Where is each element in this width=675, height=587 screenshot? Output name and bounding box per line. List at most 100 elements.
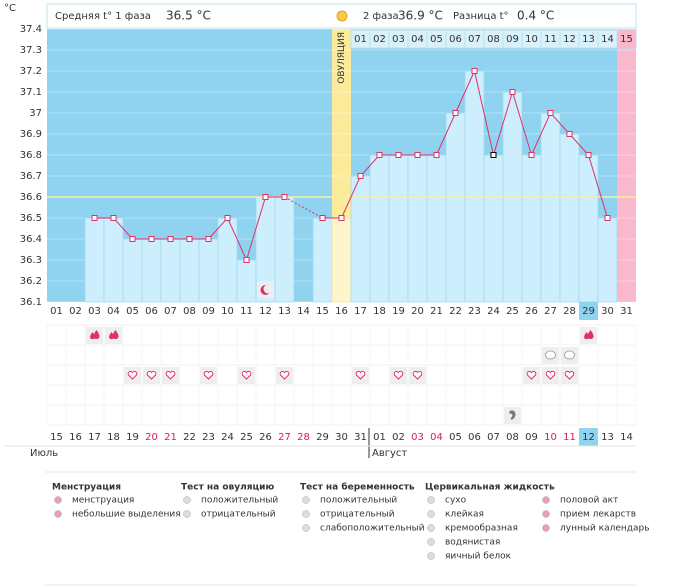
temperature-marker [148, 236, 155, 242]
heart-icon [127, 370, 138, 380]
cycle-day-label: 25 [506, 306, 519, 317]
temperature-bar [331, 217, 352, 303]
legend-title: Тест на беременность [300, 482, 415, 493]
legend-item: половой акт [560, 496, 618, 506]
calendar-date: 25 [240, 432, 253, 443]
legend-item: водянистая [445, 538, 500, 548]
unit-label: °C [4, 3, 16, 14]
cycle-day-label: 29 [582, 306, 595, 317]
calendar-date: 24 [221, 432, 234, 443]
temperature-bar [521, 154, 542, 303]
creamy-icon [509, 410, 516, 420]
cycle-day-label: 07 [164, 306, 177, 317]
legend-icon [54, 496, 62, 504]
heart-icon [355, 370, 366, 380]
legend-item: сухо [445, 496, 467, 506]
calendar-date: 17 [88, 432, 101, 443]
temperature-marker [205, 236, 212, 242]
legend-item: лунный календарь [560, 524, 650, 534]
temperature-bar [84, 217, 105, 303]
cycle-day-label: 16 [335, 306, 348, 317]
cycle-day-label: 30 [601, 306, 614, 317]
temperature-bar [141, 238, 162, 303]
temperature-bar [369, 154, 390, 303]
calendar-date: 16 [69, 432, 82, 443]
drop-icon [93, 330, 100, 339]
legend-item: менструация [72, 496, 134, 506]
cycle-day-label: 15 [316, 306, 329, 317]
temperature-marker [338, 215, 345, 221]
calendar-date: 14 [620, 432, 633, 443]
temperature-marker [414, 152, 421, 158]
calendar-date: 22 [183, 432, 196, 443]
calendar-date: 02 [392, 432, 405, 443]
temperature-marker [471, 68, 478, 74]
legend-title: Цервикальная жидкость [425, 483, 555, 493]
temperature-bar [312, 217, 333, 303]
calendar-date: 13 [601, 432, 614, 443]
calendar-date: 28 [297, 432, 310, 443]
y-tick-label: 37 [29, 108, 42, 119]
cycle-day-label: 31 [620, 306, 633, 317]
calendar-date: 03 [411, 432, 424, 443]
cycle-day-label: 19 [392, 306, 405, 317]
cycle-day-label: 14 [297, 306, 310, 317]
cycle-day-label: 02 [69, 306, 82, 317]
temperature-marker [585, 152, 592, 158]
temperature-bar [445, 112, 466, 303]
cycle-day-label: 03 [88, 306, 101, 317]
phase2-day-label: 10 [525, 34, 538, 45]
temperature-bar [464, 70, 485, 303]
today-cell [579, 302, 598, 320]
temperature-marker [262, 194, 269, 200]
temperature-marker [186, 236, 193, 242]
temperature-bar [559, 133, 580, 303]
calendar-date: 18 [107, 432, 120, 443]
calendar-date: 31 [354, 432, 367, 443]
phase2-day-label: 13 [582, 34, 595, 45]
temperature-marker [547, 110, 554, 116]
diff-label: Разница t° [453, 11, 509, 22]
legend-icon [427, 552, 435, 560]
calendar-date: 05 [449, 432, 462, 443]
legend-item: положительный [320, 496, 397, 506]
phase2-day-label: 04 [411, 34, 424, 45]
legend-icon [542, 510, 550, 518]
legend-item: положительный [201, 496, 278, 506]
y-tick-label: 36.7 [20, 171, 42, 182]
month-label: Июль [30, 448, 58, 459]
temperature-marker [566, 131, 573, 137]
legend-item: небольшие выделения [72, 510, 181, 520]
temperature-marker [509, 89, 516, 95]
heart-icon [203, 370, 214, 380]
y-tick-label: 36.4 [20, 234, 42, 245]
phase2-day-label: 07 [468, 34, 481, 45]
legend-icon [427, 496, 435, 504]
gap-connector [284, 196, 323, 219]
phase2-day-label: 05 [430, 34, 443, 45]
temperature-marker [91, 215, 98, 221]
cycle-day-label: 24 [487, 306, 500, 317]
temperature-marker [528, 152, 535, 158]
cycle-day-label: 13 [278, 306, 291, 317]
legend-icon [427, 538, 435, 546]
calendar-date: 20 [145, 432, 158, 443]
cycle-day-label: 22 [449, 306, 462, 317]
phase1-value: 36.5 °C [166, 9, 211, 23]
calendar-date: 29 [316, 432, 329, 443]
heart-icon [564, 370, 575, 380]
phase2-day-label: 14 [601, 34, 614, 45]
phase2-day-label: 02 [373, 34, 386, 45]
cycle-day-label: 08 [183, 306, 196, 317]
cycle-day-label: 23 [468, 306, 481, 317]
diff-value: 0.4 °C [517, 9, 554, 23]
legend-item: отрицательный [320, 510, 395, 520]
calendar-date: 26 [259, 432, 272, 443]
calendar-date: 11 [563, 432, 576, 443]
cycle-day-label: 21 [430, 306, 443, 317]
temperature-marker [433, 152, 440, 158]
temperature-bar [540, 112, 561, 303]
phase1-label: Средняя t° 1 фаза [55, 11, 151, 22]
legend-item: яичный белок [445, 552, 512, 562]
